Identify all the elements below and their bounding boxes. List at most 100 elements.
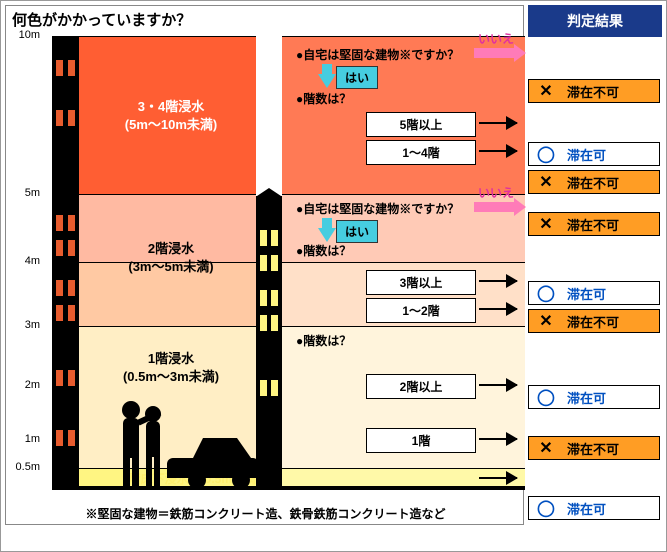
ok-icon: ◯ xyxy=(535,386,557,408)
win-r xyxy=(68,60,75,76)
floor-1b: 1階 xyxy=(366,428,476,453)
win-r xyxy=(68,280,75,296)
axis-tick-4: 4m xyxy=(10,255,40,267)
mwin-r xyxy=(271,290,278,306)
result-2: ✕ 滞在不可 xyxy=(528,170,660,194)
floor-5a: 5階以上 xyxy=(366,112,476,137)
win-l xyxy=(56,280,63,296)
result-0: ✕ 滞在不可 xyxy=(528,79,660,103)
win-r xyxy=(68,305,75,321)
ok-icon: ◯ xyxy=(535,497,557,519)
win-l xyxy=(56,60,63,76)
result-label: 滞在不可 xyxy=(567,82,619,101)
ng-icon: ✕ xyxy=(535,213,557,235)
floor-3a: 3階以上 xyxy=(366,270,476,295)
ar-1a xyxy=(479,384,517,386)
main-panel: 何色がかかっていますか？ 3・4階浸水(5m～10m未満) 2階浸水(3m～5m未… xyxy=(5,5,524,525)
building-left xyxy=(52,36,79,486)
mwin-r xyxy=(271,315,278,331)
roof-mid xyxy=(257,188,281,196)
ar-3b xyxy=(479,308,517,310)
result-3: ✕ 滞在不可 xyxy=(528,212,660,236)
win-r xyxy=(68,215,75,231)
result-column: 判定結果 ✕滞在不可◯滞在可✕滞在不可✕滞在不可◯滞在可✕滞在不可◯滞在可✕滞在… xyxy=(528,5,662,37)
result-5: ✕ 滞在不可 xyxy=(528,309,660,333)
infographic-root: 何色がかかっていますか？ 3・4階浸水(5m～10m未満) 2階浸水(3m～5m未… xyxy=(0,0,667,552)
result-label: 滞在不可 xyxy=(567,312,619,331)
footnote: ※堅固な建物＝鉄筋コンクリート造、鉄骨鉄筋コンクリート造など xyxy=(6,503,525,524)
win-l xyxy=(56,215,63,231)
win-l xyxy=(56,370,63,386)
win-l xyxy=(56,240,63,256)
ar-0 xyxy=(479,477,517,479)
mwin-l xyxy=(260,315,267,331)
zone-sub-z3: (3m～5m未満) xyxy=(96,258,246,276)
result-label: 滞在可 xyxy=(567,499,606,518)
result-label: 滞在不可 xyxy=(567,215,619,234)
ok-icon: ◯ xyxy=(535,282,557,304)
result-6: ◯ 滞在可 xyxy=(528,385,660,409)
ng-icon: ✕ xyxy=(535,171,557,193)
ar-5b xyxy=(479,150,517,152)
mwin-l xyxy=(260,255,267,271)
result-label: 滞在可 xyxy=(567,145,606,164)
result-7: ✕ 滞在不可 xyxy=(528,436,660,460)
q-floors-1: ●階数は？ xyxy=(296,332,351,349)
axis-tick-3: 3m xyxy=(10,319,40,331)
mwin-l xyxy=(260,290,267,306)
no-5: いいえ xyxy=(478,30,514,47)
ok-icon: ◯ xyxy=(535,143,557,165)
result-label: 滞在不可 xyxy=(567,439,619,458)
arrow-no-5 xyxy=(474,48,514,58)
main-title: 何色がかかっていますか？ xyxy=(6,6,523,33)
win-r xyxy=(68,430,75,446)
floor-3b: 1～2階 xyxy=(366,298,476,323)
ng-icon: ✕ xyxy=(535,80,557,102)
q-building-3: ●自宅は堅固な建物※ですか？ xyxy=(296,200,459,217)
yes-5: はい xyxy=(336,66,378,89)
win-r xyxy=(68,240,75,256)
axis-tick-10: 10m xyxy=(10,29,40,41)
win-l xyxy=(56,110,63,126)
q-building-5: ●自宅は堅固な建物※ですか？ xyxy=(296,46,459,63)
floor-5b: 1～4階 xyxy=(366,140,476,165)
axis-tick-2: 2m xyxy=(10,379,40,391)
mwin-l xyxy=(260,230,267,246)
arrow-no-3 xyxy=(474,202,514,212)
zone-label-z1: 1階浸水 xyxy=(96,350,246,368)
result-label: 滞在可 xyxy=(567,388,606,407)
result-header: 判定結果 xyxy=(528,5,662,37)
q-floors-3: ●階数は？ xyxy=(296,242,351,259)
ar-3a xyxy=(479,280,517,282)
mwin-r xyxy=(271,380,278,396)
mwin-r xyxy=(271,255,278,271)
mwin-r xyxy=(271,230,278,246)
result-1: ◯ 滞在可 xyxy=(528,142,660,166)
silhouette xyxy=(101,392,271,488)
axis-tick-1: 1m xyxy=(10,433,40,445)
win-l xyxy=(56,305,63,321)
zone-label-z5: 3・4階浸水 xyxy=(96,98,246,116)
q-floors-5: ●階数は？ xyxy=(296,90,351,107)
axis-tick-0.5: 0.5m xyxy=(10,461,40,473)
win-r xyxy=(68,370,75,386)
yes-3: はい xyxy=(336,220,378,243)
arrow-down-3 xyxy=(318,228,336,242)
ng-icon: ✕ xyxy=(535,437,557,459)
no-3: いいえ xyxy=(478,184,514,201)
ar-5a xyxy=(479,122,517,124)
result-label: 滞在不可 xyxy=(567,173,619,192)
floor-1a: 2階以上 xyxy=(366,374,476,399)
result-4: ◯ 滞在可 xyxy=(528,281,660,305)
ng-icon: ✕ xyxy=(535,310,557,332)
result-8: ◯ 滞在可 xyxy=(528,496,660,520)
axis-tick-5: 5m xyxy=(10,187,40,199)
zone-label-z3: 2階浸水 xyxy=(96,240,246,258)
arrow-down-5 xyxy=(318,74,336,88)
win-l xyxy=(56,430,63,446)
result-label: 滞在可 xyxy=(567,284,606,303)
win-r xyxy=(68,110,75,126)
ar-1b xyxy=(479,438,517,440)
zone-sub-z1: (0.5m～3m未満) xyxy=(96,368,246,386)
zone-sub-z5: (5m～10m未満) xyxy=(96,116,246,134)
